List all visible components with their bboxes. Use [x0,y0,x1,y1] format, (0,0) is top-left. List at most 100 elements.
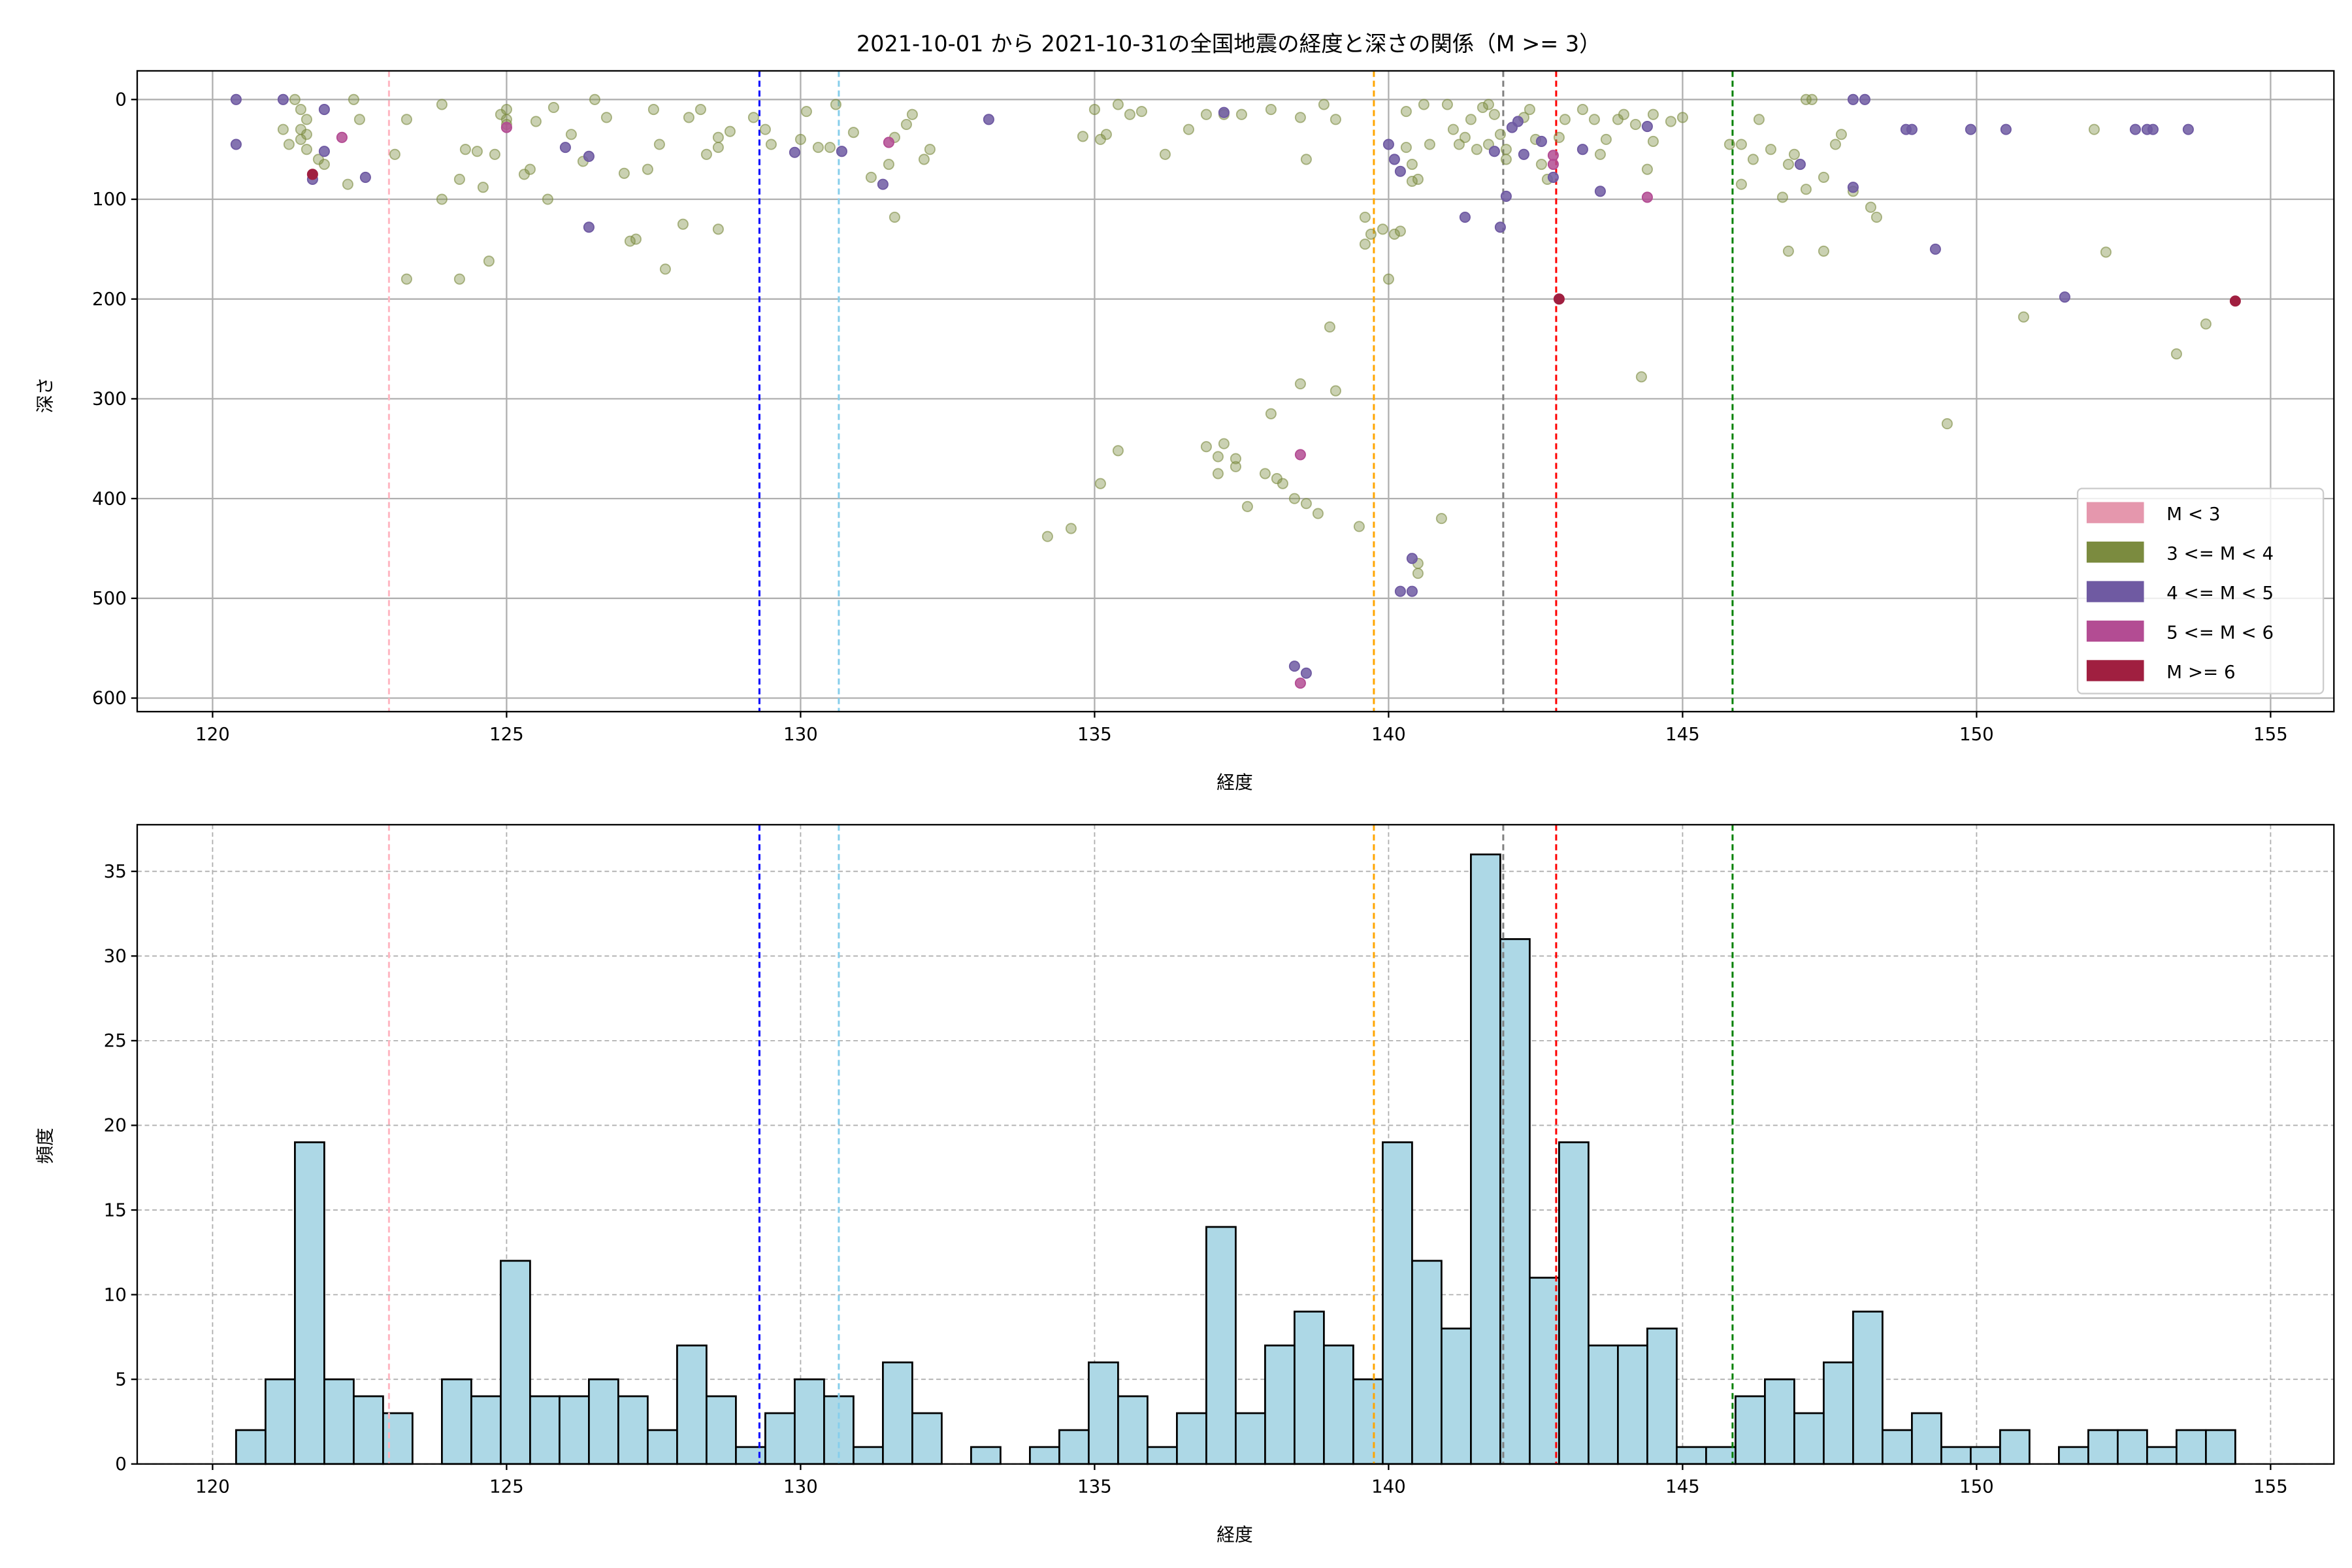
y-tick-label: 0 [115,89,127,110]
data-point [559,142,571,154]
data-point [1300,154,1312,165]
data-point [1500,144,1512,155]
x-tick-label: 150 [1959,1476,1994,1497]
histogram-bar [2087,1429,2119,1465]
data-point [2100,246,2112,258]
data-point [1488,108,1500,120]
histogram-bar [1528,1277,1560,1465]
data-point [1500,190,1512,202]
scatter-ylabel: 深さ [34,377,56,413]
data-point [2000,123,2012,135]
data-point [1112,445,1124,457]
data-point [789,146,800,158]
data-point [353,114,365,125]
data-point [1829,139,1841,150]
histogram-bar [1705,1446,1737,1465]
histogram-bar [1087,1361,1119,1465]
histogram-bar [2057,1446,2089,1465]
data-point [1471,144,1482,155]
data-point [1294,678,1306,689]
y-tick-label: 200 [92,288,127,310]
data-point [1382,273,1394,285]
data-point [583,221,595,233]
data-point [1859,93,1870,105]
data-point [1041,531,1053,542]
histogram-bar [2175,1429,2207,1465]
histogram-bar [617,1395,649,1465]
histogram-bar [852,1446,884,1465]
histogram-bar [235,1429,267,1465]
data-point [1818,245,1829,257]
histogram-bar [1469,853,1501,1465]
data-point [1330,114,1341,125]
data-point [836,146,847,157]
histogram-bar [2146,1446,2178,1465]
data-point [436,193,448,205]
data-point [1447,123,1459,135]
y-tick-label: 30 [104,945,127,967]
data-point [800,106,812,118]
data-point [1230,453,1241,465]
data-point [530,116,542,127]
histogram-bar [764,1412,796,1465]
data-point [1518,148,1529,160]
data-point [318,104,330,116]
data-point [1318,99,1330,110]
data-point [1265,408,1277,419]
data-point [1906,123,1918,135]
data-point [1723,139,1735,150]
data-point [318,159,330,171]
data-point [1094,478,1106,489]
data-point [1459,211,1471,223]
data-point [1271,473,1282,485]
data-point [700,148,712,160]
data-point [2017,311,2029,323]
x-tick-label: 150 [1959,723,1994,745]
data-point [1288,493,1300,504]
data-point [1765,144,1776,155]
data-point [712,223,724,235]
x-tick-label: 135 [1077,723,1112,745]
y-tick-label: 100 [92,188,127,210]
data-point [1735,178,1747,190]
data-point [830,99,841,110]
data-point [889,211,900,223]
data-point [1400,142,1412,154]
data-point [1359,211,1371,223]
x-tick-label: 125 [489,723,524,745]
data-point [1965,123,1976,135]
data-point [877,178,889,190]
histogram-bar [647,1429,678,1465]
data-point [500,122,512,133]
data-point [1212,451,1224,463]
data-point [1406,553,1418,564]
histogram-bar [970,1446,1002,1465]
data-point [918,154,930,165]
data-point [653,139,665,150]
histogram-bar [1881,1429,1913,1465]
histogram-bar [1352,1378,1384,1465]
data-point [1359,238,1371,250]
histogram-xlabel: 経度 [1217,1524,1252,1545]
data-point [1265,104,1277,116]
data-point [1406,175,1418,188]
histogram-bar [1146,1446,1178,1465]
data-point [1635,371,1647,383]
data-point [1494,129,1506,140]
x-tick-label: 125 [489,1476,524,1497]
histogram-bar [793,1378,825,1465]
data-point [1588,114,1600,125]
data-point [983,114,994,125]
data-point [1230,461,1241,472]
data-point [1576,104,1588,116]
data-point [489,148,500,160]
data-point [906,108,918,120]
histogram-bar [1940,1446,1972,1465]
histogram-bar [382,1412,414,1465]
y-tick-label: 10 [104,1284,127,1305]
data-point [500,104,512,116]
data-point [301,144,312,155]
data-point [1600,133,1612,145]
data-point [1200,441,1212,453]
data-point [547,101,559,114]
